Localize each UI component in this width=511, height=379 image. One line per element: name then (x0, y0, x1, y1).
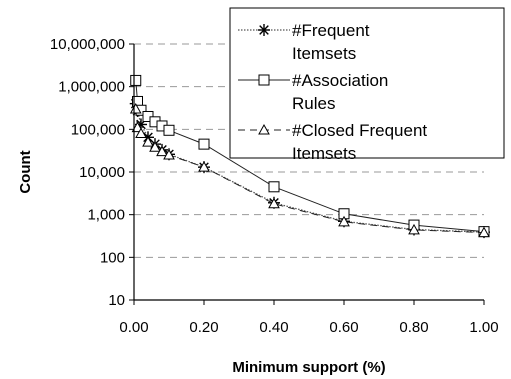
y-tick-label: 10,000,000 (50, 36, 125, 53)
legend-marker-1 (258, 74, 270, 86)
legend: #Frequent Itemsets #Association Rules #Close… (229, 7, 505, 163)
x-tick-label: 0.00 (119, 319, 148, 336)
legend-label: Itemsets (292, 144, 356, 163)
data-point (130, 74, 142, 86)
y-tick-label: 10,000 (79, 164, 125, 181)
tick-labels: 10 100 1,000 10,000 100,000 1,000,000 10,000,0… (50, 36, 499, 336)
data-point (163, 148, 175, 160)
data-point (129, 102, 142, 114)
data-point (163, 124, 175, 136)
legend-marker-0 (258, 24, 270, 36)
x-tick-label: 0.20 (189, 319, 218, 336)
y-tick-label: 100 (100, 249, 125, 266)
x-tick-label: 0.40 (259, 319, 288, 336)
legend-label: Itemsets (292, 44, 356, 63)
y-tick-label: 10 (108, 292, 125, 309)
data-point (135, 127, 147, 138)
data-point (156, 145, 168, 157)
legend-label: #Frequent (292, 21, 370, 40)
data-point (149, 141, 161, 152)
x-tick-label: 0.80 (399, 319, 428, 336)
axes (129, 43, 485, 305)
data-point (478, 226, 490, 238)
data-point (268, 181, 280, 193)
y-axis-title: Count (17, 150, 34, 193)
x-tick-label: 1.00 (469, 319, 498, 336)
legend-label: #Association (292, 71, 388, 90)
data-point (408, 223, 420, 235)
data-point (142, 136, 154, 147)
data-point (198, 138, 210, 150)
series-lines (129, 74, 490, 239)
y-tick-label: 100,000 (71, 121, 125, 138)
data-point (198, 161, 210, 172)
legend-label: #Closed Frequent (292, 121, 427, 140)
data-point (338, 215, 350, 227)
legend-marker-2 (258, 123, 270, 135)
y-tick-label: 1,000 (87, 207, 125, 224)
x-axis-title: Minimum support (%) (232, 359, 385, 376)
x-tick-label: 0.60 (329, 319, 358, 336)
legend-label: Rules (292, 94, 335, 113)
data-point (268, 197, 280, 209)
legend-box (229, 7, 505, 159)
y-tick-label: 1,000,000 (58, 79, 125, 96)
